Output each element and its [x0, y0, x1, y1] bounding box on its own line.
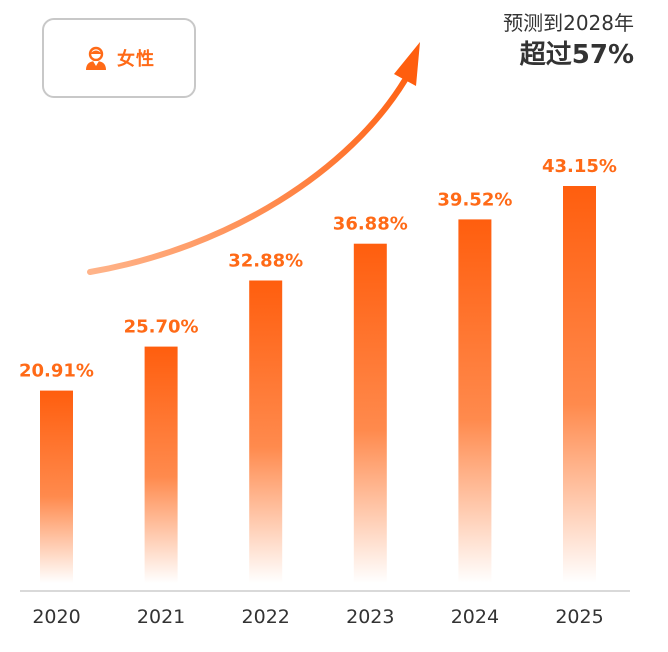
- value-label-2021: 25.70%: [124, 317, 199, 338]
- value-label-2023: 36.88%: [333, 214, 408, 235]
- x-tick-2022: 2022: [242, 606, 290, 628]
- bars-group: [40, 186, 596, 583]
- value-label-2025: 43.15%: [542, 156, 617, 177]
- legend-label: 女性: [117, 49, 155, 70]
- x-tick-2020: 2020: [32, 606, 80, 628]
- forecast-note: 预测到2028年 超过57%: [503, 8, 634, 72]
- woman-icon: [86, 46, 106, 70]
- x-tick-2025: 2025: [555, 606, 603, 628]
- x-tick-labels-group: 2020 2021 2022 2023 2024 2025: [32, 606, 603, 628]
- x-tick-2024: 2024: [451, 606, 499, 628]
- value-label-2022: 32.88%: [228, 251, 303, 272]
- x-tick-2023: 2023: [346, 606, 394, 628]
- bar-2021: [144, 346, 178, 583]
- value-labels-group: 20.91% 25.70% 32.88% 36.88% 39.52% 43.15%: [19, 156, 617, 382]
- value-label-2024: 39.52%: [437, 189, 512, 210]
- trend-arrow-head: [394, 42, 420, 86]
- x-tick-2021: 2021: [137, 606, 185, 628]
- bar-2020: [40, 390, 73, 583]
- bar-2025: [563, 186, 596, 583]
- bar-2024: [458, 219, 492, 583]
- value-label-2020: 20.91%: [19, 361, 94, 382]
- bar-2023: [353, 243, 387, 583]
- legend-box: 女性: [42, 18, 196, 98]
- forecast-line1: 预测到2028年: [503, 11, 634, 35]
- bar-2022: [249, 280, 283, 583]
- trend-arrow-curve: [87, 77, 408, 275]
- forecast-line2: 超过57%: [519, 40, 634, 70]
